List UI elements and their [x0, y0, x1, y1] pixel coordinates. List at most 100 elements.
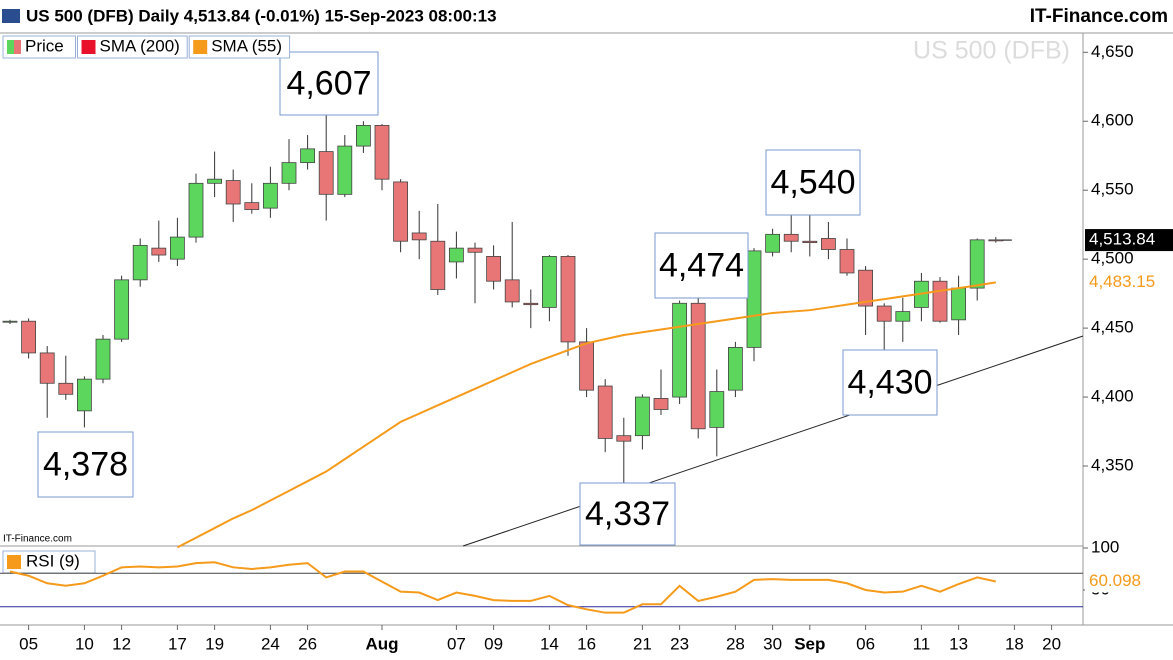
candle-body — [300, 148, 316, 164]
price-tag — [1085, 229, 1173, 252]
x-tick-label: 12 — [112, 634, 131, 653]
legend-box — [2, 35, 76, 59]
annotation: 4,607 — [286, 64, 371, 102]
candle-body — [672, 302, 687, 398]
candle-body — [58, 382, 74, 395]
x-tick-label: 30 — [763, 634, 782, 653]
legend-swatch — [14, 40, 21, 54]
rsi-tag-label: 60.098 — [1089, 571, 1141, 590]
annotation-box — [765, 149, 861, 216]
candle-body — [839, 249, 855, 274]
sma-tag-label: 4,483.15 — [1089, 272, 1155, 291]
candle-body — [728, 347, 743, 391]
candle-body — [151, 247, 167, 256]
candle-body — [169, 236, 185, 260]
candle-body — [523, 302, 539, 306]
candle-body — [932, 280, 948, 322]
annotation-box — [279, 51, 379, 116]
candle-body — [858, 269, 873, 307]
candle-body — [355, 124, 371, 147]
candle-body — [635, 396, 650, 437]
watermark: US 500 (DFB) — [913, 37, 1070, 65]
candle-body — [448, 247, 464, 263]
x-tick-label: 16 — [577, 634, 596, 653]
annotation-box — [579, 482, 676, 546]
candle-body — [411, 232, 427, 241]
candle-body — [579, 341, 594, 391]
candle-body — [337, 145, 353, 195]
candle-body — [393, 181, 409, 242]
x-tick-label: 18 — [1005, 634, 1024, 653]
candle-body — [988, 239, 1004, 242]
candle-body — [430, 240, 446, 290]
legend-swatch — [7, 555, 21, 569]
x-tick-label: 28 — [726, 634, 745, 653]
annotation-box — [842, 349, 938, 416]
candle-body — [969, 239, 985, 289]
candle-body — [597, 385, 613, 439]
legend-swatch — [81, 40, 96, 54]
candle-body — [244, 202, 260, 210]
candle-body — [876, 305, 892, 322]
candle-body — [616, 435, 632, 442]
candle-body — [709, 391, 725, 428]
candle-body — [951, 287, 966, 321]
candle-body — [114, 279, 129, 340]
legend-label: SMA (55) — [211, 36, 282, 55]
x-tick-label: 21 — [633, 634, 652, 653]
candle-body — [39, 352, 55, 384]
x-tick-label: 23 — [670, 634, 689, 653]
candle-body — [486, 256, 502, 282]
sma-tag — [1085, 271, 1173, 294]
candle-body — [318, 151, 334, 195]
candle-body — [690, 302, 706, 430]
source: IT-Finance.com — [1030, 6, 1168, 27]
candle-body — [374, 124, 390, 180]
y-tick-label: 4,400 — [1091, 387, 1134, 406]
rsi-tag — [1085, 570, 1155, 593]
legend-swatch — [193, 40, 208, 54]
x-tick-label: 19 — [205, 634, 224, 653]
price-tag-label: 4,513.84 — [1089, 230, 1155, 249]
y-tick-label: 4,500 — [1091, 249, 1134, 268]
x-tick-label: 14 — [540, 634, 559, 653]
candle-body — [2, 320, 18, 323]
candle-body — [225, 180, 241, 205]
candle-body — [783, 233, 799, 242]
annotation: 4,378 — [43, 445, 128, 483]
candle-body — [802, 240, 818, 244]
candle-body — [95, 338, 111, 380]
candle-body — [653, 398, 669, 410]
legend-box — [188, 35, 291, 59]
x-tick-label: 24 — [261, 634, 280, 653]
candle-body — [262, 182, 278, 209]
candle-body — [207, 178, 223, 184]
x-tick-label: 26 — [298, 634, 317, 653]
x-tick-label: 10 — [75, 634, 94, 653]
x-tick-label: 20 — [1042, 634, 1061, 653]
trend-line — [462, 335, 1084, 547]
candle-body — [542, 256, 557, 308]
candle-body — [467, 247, 483, 253]
legend-label: Price — [25, 36, 64, 55]
candle-body — [188, 182, 204, 238]
candle-body — [132, 244, 148, 281]
candle-body — [21, 320, 37, 354]
y-tick-label: 4,550 — [1091, 180, 1134, 199]
footer-source: IT-Finance.com — [3, 534, 72, 545]
x-tick-label: 05 — [19, 634, 38, 653]
candle-body — [821, 238, 836, 250]
annotation: 4,474 — [659, 246, 744, 284]
candle-body — [281, 162, 297, 184]
y-tick-label: 4,600 — [1091, 111, 1134, 130]
candle-body — [895, 311, 911, 322]
legend-label: SMA (200) — [100, 36, 180, 55]
x-tick-label: 17 — [168, 634, 187, 653]
annotation: 4,430 — [847, 363, 932, 401]
y-tick-label: 4,450 — [1091, 318, 1134, 337]
legend-swatch — [7, 40, 14, 54]
candle-body — [560, 256, 576, 343]
legend-label: RSI (9) — [26, 551, 80, 570]
x-tick-label: 13 — [949, 634, 968, 653]
